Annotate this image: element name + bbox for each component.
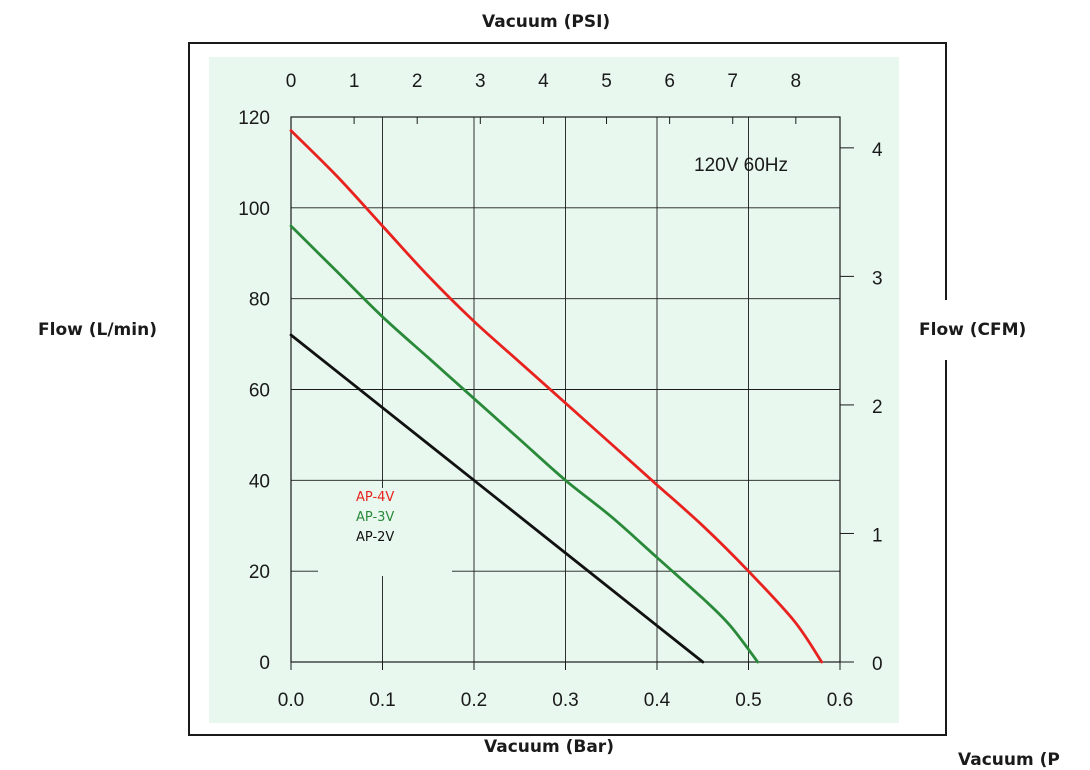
top-tick-label: 7 bbox=[727, 71, 738, 92]
cropped-axis-title: Vacuum (P bbox=[958, 750, 1060, 770]
top-tick-label: 1 bbox=[349, 71, 360, 92]
top-tick-label: 0 bbox=[286, 71, 297, 92]
left-tick-label: 120 bbox=[238, 108, 270, 129]
top-tick-label: 4 bbox=[538, 71, 549, 92]
right-tick-label: 2 bbox=[872, 397, 883, 418]
series-line-ap-3v bbox=[289, 224, 760, 664]
series-line-ap-4v bbox=[289, 129, 824, 664]
top-tick-label: 6 bbox=[664, 71, 675, 92]
left-tick-label: 40 bbox=[249, 471, 270, 492]
left-tick-label: 80 bbox=[249, 290, 270, 311]
bottom-tick-label: 0.2 bbox=[461, 690, 487, 711]
legend: AP-4V AP-3V AP-2V bbox=[318, 488, 452, 576]
voltage-annotation: 120V 60Hz bbox=[694, 155, 789, 176]
bottom-tick-label: 0.3 bbox=[552, 690, 578, 711]
bottom-axis-title: Vacuum (Bar) bbox=[456, 737, 642, 757]
top-tick-label: 2 bbox=[412, 71, 423, 92]
top-tick-label: 8 bbox=[791, 71, 802, 92]
top-tick-label: 5 bbox=[601, 71, 612, 92]
left-tick-label: 60 bbox=[249, 381, 270, 402]
right-axis-title: Flow (CFM) bbox=[905, 300, 1037, 360]
series-line-ap-2v bbox=[289, 333, 705, 664]
bottom-tick-label: 0.1 bbox=[369, 690, 395, 711]
left-axis-title: Flow (L/min) bbox=[0, 300, 165, 360]
left-tick-label: 100 bbox=[238, 199, 270, 220]
left-tick-label: 20 bbox=[249, 562, 270, 583]
series-lines bbox=[289, 129, 824, 664]
bottom-tick-label: 0.6 bbox=[827, 690, 853, 711]
bottom-tick-label: 0.0 bbox=[278, 690, 304, 711]
chart-frame-right-top bbox=[188, 42, 947, 736]
legend-item-ap-3v: AP-3V bbox=[356, 510, 395, 525]
legend-item-ap-4v: AP-4V bbox=[356, 490, 395, 505]
left-tick-label: 0 bbox=[259, 653, 270, 674]
bottom-tick-label: 0.4 bbox=[644, 690, 671, 711]
top-tick-label: 3 bbox=[475, 71, 486, 92]
top-axis-title: Vacuum (PSI) bbox=[452, 12, 641, 32]
right-tick-label: 3 bbox=[872, 268, 883, 289]
right-tick-label: 1 bbox=[872, 525, 883, 546]
right-tick-label: 4 bbox=[872, 140, 883, 161]
plot-background bbox=[209, 57, 899, 723]
right-tick-label: 0 bbox=[872, 654, 883, 675]
legend-item-ap-2v: AP-2V bbox=[356, 530, 395, 545]
grid-lines bbox=[290, 116, 854, 670]
bottom-tick-label: 0.5 bbox=[735, 690, 761, 711]
